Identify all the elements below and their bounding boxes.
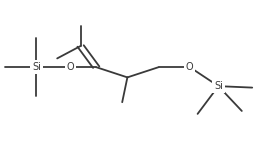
Text: O: O: [66, 62, 74, 72]
Text: O: O: [186, 62, 194, 72]
Text: Si: Si: [214, 81, 223, 91]
Text: Si: Si: [32, 62, 41, 72]
